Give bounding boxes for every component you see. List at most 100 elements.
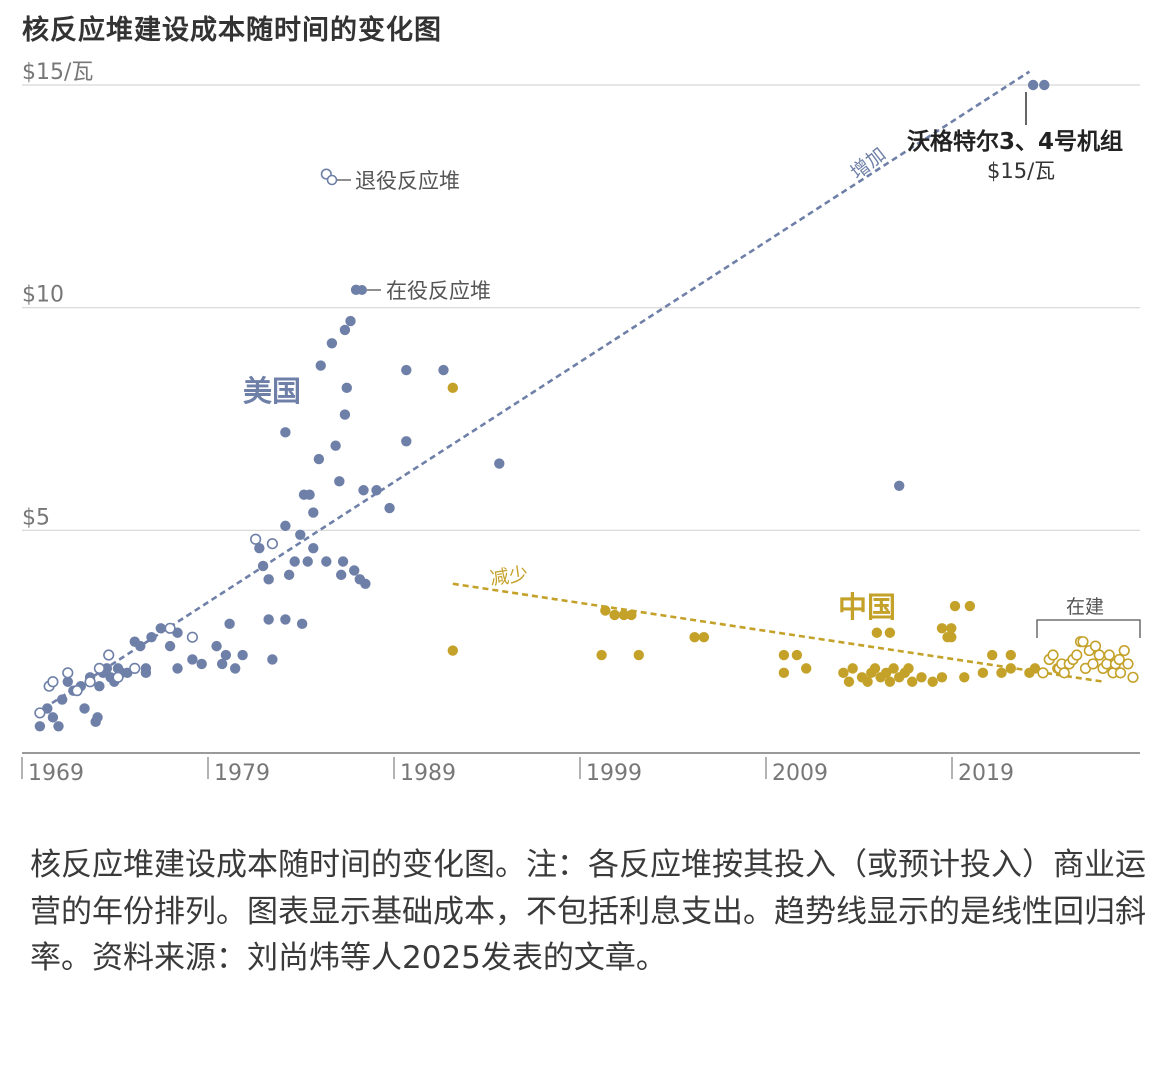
data-point <box>1029 663 1041 674</box>
data-point <box>1077 636 1089 648</box>
data-point <box>187 654 198 665</box>
x-axis: 1969 1979 1989 1999 2009 2019 <box>21 752 1140 786</box>
data-point <box>884 627 896 638</box>
usa-label: 美国 <box>243 374 301 408</box>
data-point <box>1047 649 1059 661</box>
data-point <box>838 667 849 679</box>
data-point <box>871 627 883 638</box>
data-point <box>326 338 338 349</box>
chart-title: 核反应堆建设成本随时间的变化图 <box>22 15 442 46</box>
data-point <box>267 654 278 665</box>
data-point <box>438 364 449 376</box>
data-point <box>186 631 198 643</box>
data-point <box>250 533 262 545</box>
data-point <box>92 712 103 723</box>
data-point <box>1005 649 1016 661</box>
data-points <box>34 79 1139 732</box>
data-point <box>93 662 105 674</box>
data-point <box>146 632 157 643</box>
data-point <box>266 538 278 550</box>
data-point <box>936 623 948 634</box>
data-point <box>401 436 412 447</box>
data-point <box>494 458 505 469</box>
data-point <box>280 520 291 532</box>
data-point <box>263 574 274 585</box>
data-point <box>1071 649 1083 661</box>
data-point <box>778 667 790 679</box>
data-point <box>996 667 1007 679</box>
x-tick-label: 1979 <box>214 761 270 786</box>
y-tick-label: $5 <box>22 505 50 530</box>
data-point <box>296 618 308 630</box>
data-point <box>280 614 291 625</box>
data-point <box>71 685 83 697</box>
data-point <box>1114 667 1127 679</box>
data-point <box>79 703 90 714</box>
data-point <box>53 721 64 732</box>
x-tick-label: 1969 <box>28 761 84 786</box>
data-point <box>112 671 124 683</box>
data-point <box>916 672 927 683</box>
data-point <box>216 658 228 670</box>
data-point <box>894 480 905 491</box>
data-point <box>140 663 152 674</box>
data-point <box>626 609 637 621</box>
legend-retired-label: 退役反应堆 <box>355 169 460 193</box>
decrease-label: 减少 <box>489 563 530 590</box>
grid-lines: $15/瓦 $10 $5 <box>22 60 1140 531</box>
data-point <box>862 676 873 687</box>
increase-label: 增加 <box>847 143 891 184</box>
data-point <box>689 632 700 643</box>
data-point <box>336 569 347 581</box>
data-point <box>339 409 351 420</box>
data-point <box>94 681 105 692</box>
data-point <box>358 485 369 496</box>
data-point <box>313 453 325 465</box>
data-point <box>371 485 382 496</box>
data-point <box>869 663 881 674</box>
legend-operating-label: 在役反应堆 <box>386 279 491 303</box>
data-point <box>447 645 458 656</box>
legend-operating-marker <box>357 285 367 295</box>
figure-caption: 核反应堆建设成本随时间的变化图。注：各反应堆按其投入（或预计投入）商业运营的年份… <box>30 847 1146 976</box>
data-point <box>220 649 232 661</box>
data-point <box>1093 649 1105 661</box>
data-point <box>283 569 295 581</box>
data-point <box>618 609 630 621</box>
data-point <box>330 440 341 451</box>
legend-retired-marker <box>326 174 338 186</box>
data-point <box>907 676 918 687</box>
data-point <box>609 609 620 621</box>
data-point <box>1027 79 1039 91</box>
data-point <box>600 605 611 616</box>
data-point <box>977 667 989 679</box>
data-point <box>843 676 855 687</box>
data-point <box>211 640 222 652</box>
data-point <box>1087 658 1099 670</box>
data-point <box>401 364 412 376</box>
data-point <box>801 663 812 674</box>
data-point <box>129 662 141 674</box>
data-point <box>888 663 899 674</box>
data-point <box>164 622 176 634</box>
under-construction-label: 在建 <box>1066 596 1104 618</box>
vogtle-value: $15/瓦 <box>987 159 1055 183</box>
x-tick-label: 1989 <box>400 761 456 786</box>
data-point <box>936 672 948 683</box>
data-point <box>172 663 183 674</box>
data-point <box>308 542 319 554</box>
data-point <box>339 324 351 336</box>
x-tick-label: 2009 <box>772 761 828 786</box>
x-tick-label: 2019 <box>958 761 1014 786</box>
data-point <box>315 360 326 371</box>
data-point <box>847 663 858 674</box>
data-point <box>229 663 241 674</box>
data-point <box>47 712 59 723</box>
data-point <box>447 382 458 394</box>
data-point <box>987 649 998 661</box>
data-point <box>946 623 957 634</box>
data-point <box>164 640 176 652</box>
data-point <box>964 600 976 612</box>
data-point <box>927 676 938 687</box>
data-point <box>337 556 349 567</box>
